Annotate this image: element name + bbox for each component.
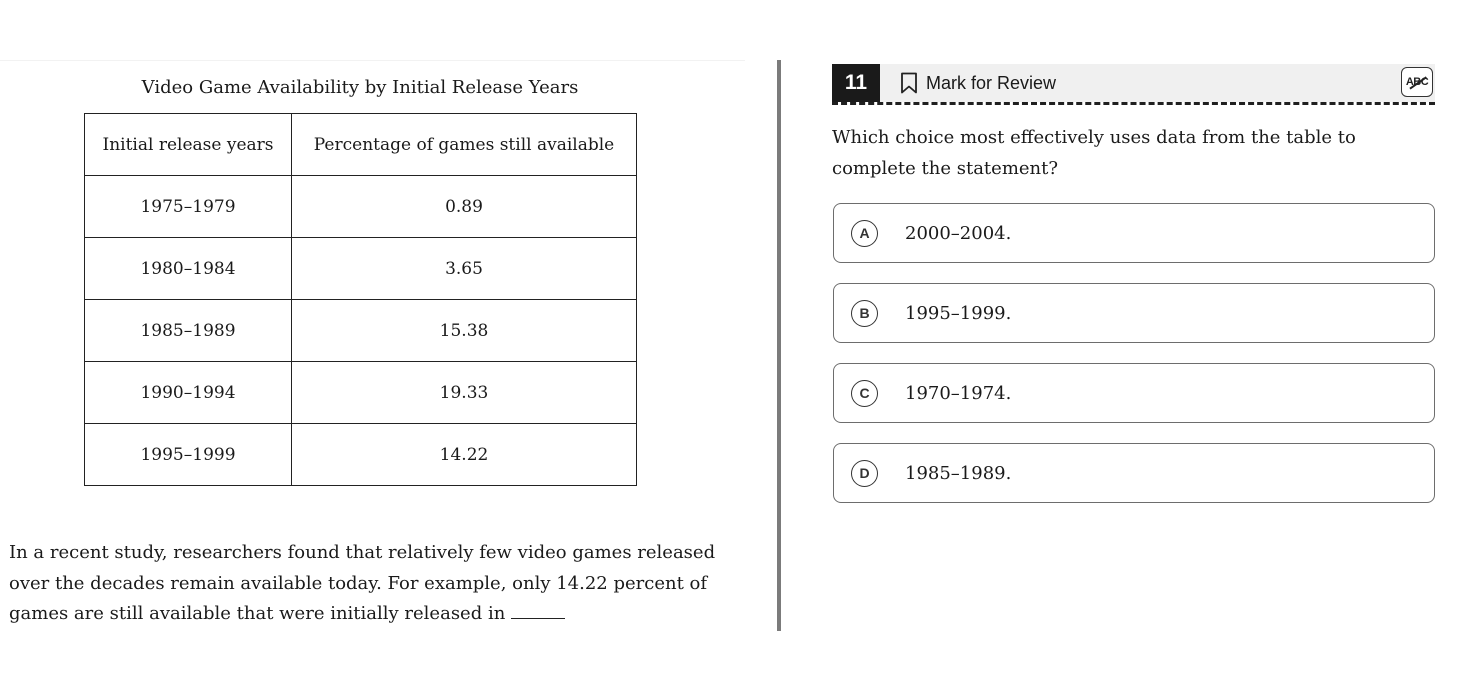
table-row: 1980–1984 3.65 bbox=[84, 237, 637, 300]
bookmark-icon bbox=[901, 72, 917, 94]
data-table: Initial release years Percentage of game… bbox=[84, 113, 637, 486]
choice-d[interactable]: D 1985–1989. bbox=[833, 443, 1435, 503]
choice-c[interactable]: C 1970–1974. bbox=[833, 363, 1435, 423]
passage-text-block: In a recent study, researchers found tha… bbox=[9, 538, 749, 630]
table-cell-percentage: 3.65 bbox=[291, 237, 637, 300]
table-title: Video Game Availability by Initial Relea… bbox=[141, 77, 579, 98]
table-row: 1990–1994 19.33 bbox=[84, 361, 637, 424]
choice-text-c: 1970–1974. bbox=[905, 382, 1012, 404]
table-row: 1975–1979 0.89 bbox=[84, 175, 637, 238]
choice-letter-c: C bbox=[851, 379, 878, 407]
choice-text-a: 2000–2004. bbox=[905, 222, 1012, 244]
table-cell-years: 1995–1999 bbox=[84, 423, 292, 486]
choice-text-b: 1995–1999. bbox=[905, 302, 1012, 324]
table-cell-years: 1980–1984 bbox=[84, 237, 292, 300]
choice-letter-b: B bbox=[851, 299, 878, 327]
table-cell-years: 1975–1979 bbox=[84, 175, 292, 238]
answer-eliminator-button[interactable]: ABC bbox=[1401, 67, 1433, 97]
header-dashed-rule bbox=[832, 102, 1435, 105]
mark-for-review-button[interactable]: Mark for Review bbox=[900, 64, 1056, 102]
choice-letter-d: D bbox=[851, 459, 878, 487]
choice-text-d: 1985–1989. bbox=[905, 462, 1012, 484]
passage-text: In a recent study, researchers found tha… bbox=[9, 542, 716, 624]
table-cell-years: 1985–1989 bbox=[84, 299, 292, 362]
question-number: 11 bbox=[832, 64, 880, 102]
table-cell-percentage: 15.38 bbox=[291, 299, 637, 362]
choice-b[interactable]: B 1995–1999. bbox=[833, 283, 1435, 343]
top-rule bbox=[0, 60, 745, 61]
table-header-years: Initial release years bbox=[84, 113, 292, 176]
question-prompt: Which choice most effectively uses data … bbox=[832, 127, 1356, 179]
mark-for-review-label: Mark for Review bbox=[926, 72, 1057, 93]
choice-a[interactable]: A 2000–2004. bbox=[833, 203, 1435, 263]
passage-pane: Video Game Availability by Initial Relea… bbox=[0, 60, 749, 630]
choice-letter-a: A bbox=[851, 219, 878, 247]
table-cell-percentage: 14.22 bbox=[291, 423, 637, 486]
table-header-percentage: Percentage of games still available bbox=[291, 113, 637, 176]
pane-divider[interactable] bbox=[777, 60, 781, 631]
table-cell-years: 1990–1994 bbox=[84, 361, 292, 424]
table-row: 1985–1989 15.38 bbox=[84, 299, 637, 362]
table-row: 1995–1999 14.22 bbox=[84, 423, 637, 486]
question-header: 11 Mark for Review ABC bbox=[832, 64, 1435, 102]
table-cell-percentage: 0.89 bbox=[291, 175, 637, 238]
answer-blank bbox=[511, 600, 566, 619]
table-cell-percentage: 19.33 bbox=[291, 361, 637, 424]
table-header-row: Initial release years Percentage of game… bbox=[84, 113, 637, 176]
